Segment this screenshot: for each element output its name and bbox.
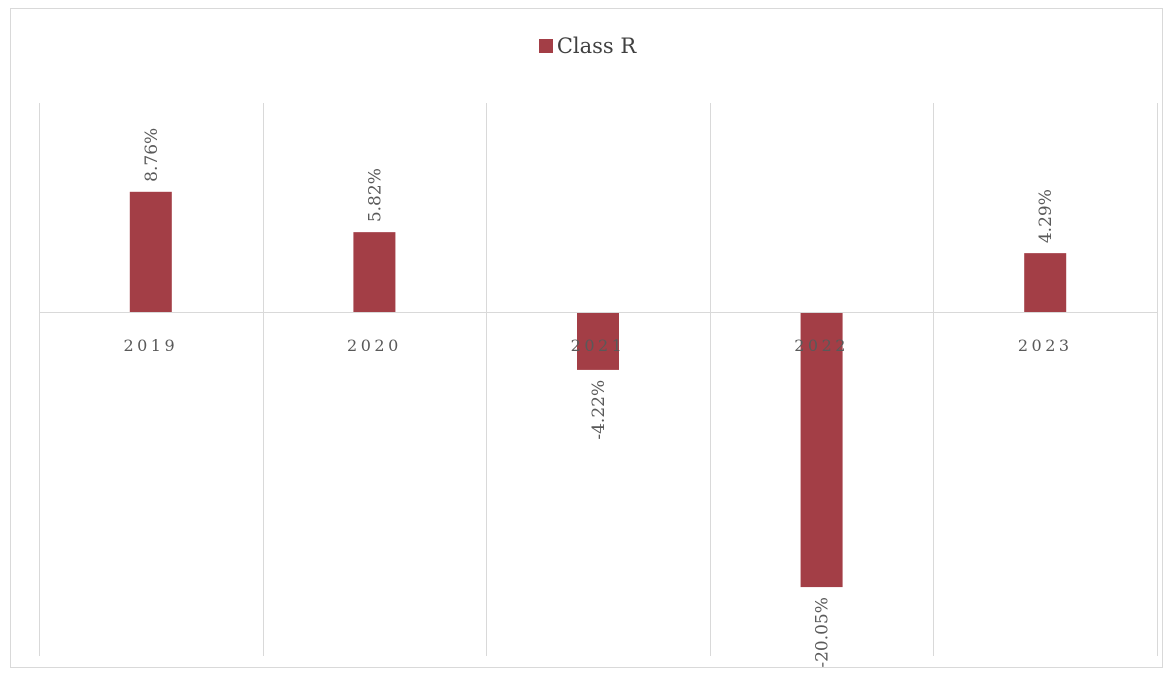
- bar-2021: [577, 312, 619, 370]
- legend: Class R: [0, 34, 1175, 58]
- bar-2019: [129, 191, 172, 312]
- category-label-2023: 2023: [1018, 336, 1073, 355]
- data-label-2023: 4.29%: [1036, 189, 1056, 243]
- bar-2020: [353, 232, 396, 312]
- legend-swatch: [538, 39, 553, 53]
- category-label-2022: 2022: [794, 336, 849, 355]
- category-label-2019: 2019: [123, 336, 178, 355]
- data-label-2020: 5.82%: [365, 168, 385, 222]
- category-label-2020: 2020: [347, 336, 402, 355]
- category-label-2021: 2021: [571, 336, 626, 355]
- data-label-2021: -4.22%: [589, 380, 609, 440]
- data-label-2022: -20.05%: [813, 597, 833, 668]
- bar-2022: [800, 312, 843, 588]
- legend-label: Class R: [556, 34, 637, 58]
- bar-2023: [1024, 253, 1067, 312]
- data-label-2019: 8.76%: [142, 128, 162, 182]
